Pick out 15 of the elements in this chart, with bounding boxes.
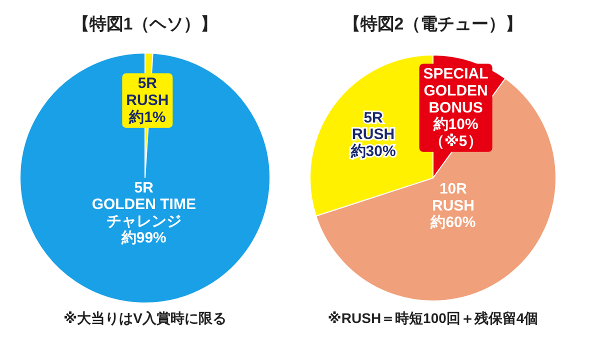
data-label: 約30% [350, 142, 396, 160]
chart-title: 【特図1（ヘソ）】 [72, 14, 218, 34]
slice-label: 10R RUSH [432, 180, 474, 214]
slice-label: 5R RUSH [126, 75, 169, 110]
data-label: 約1% [128, 108, 166, 126]
chart-title: 【特図2（電チュー）】 [343, 14, 523, 34]
slice-label: 5R RUSH [352, 109, 395, 144]
pie-slice [20, 52, 270, 304]
text: ※RUSH＝時短100回＋残保留4個 [328, 310, 538, 326]
data-label: 約60% [430, 214, 476, 232]
slice-label: SPECIAL GOLDEN BONUS [423, 66, 488, 116]
text: ※大当りはV入賞時に限る [64, 310, 226, 326]
slice-label: 5R GOLDEN TIME チャレンジ [92, 179, 196, 230]
data-label: 約10% （※5） [429, 116, 482, 150]
data-label: 約99% [120, 230, 166, 247]
